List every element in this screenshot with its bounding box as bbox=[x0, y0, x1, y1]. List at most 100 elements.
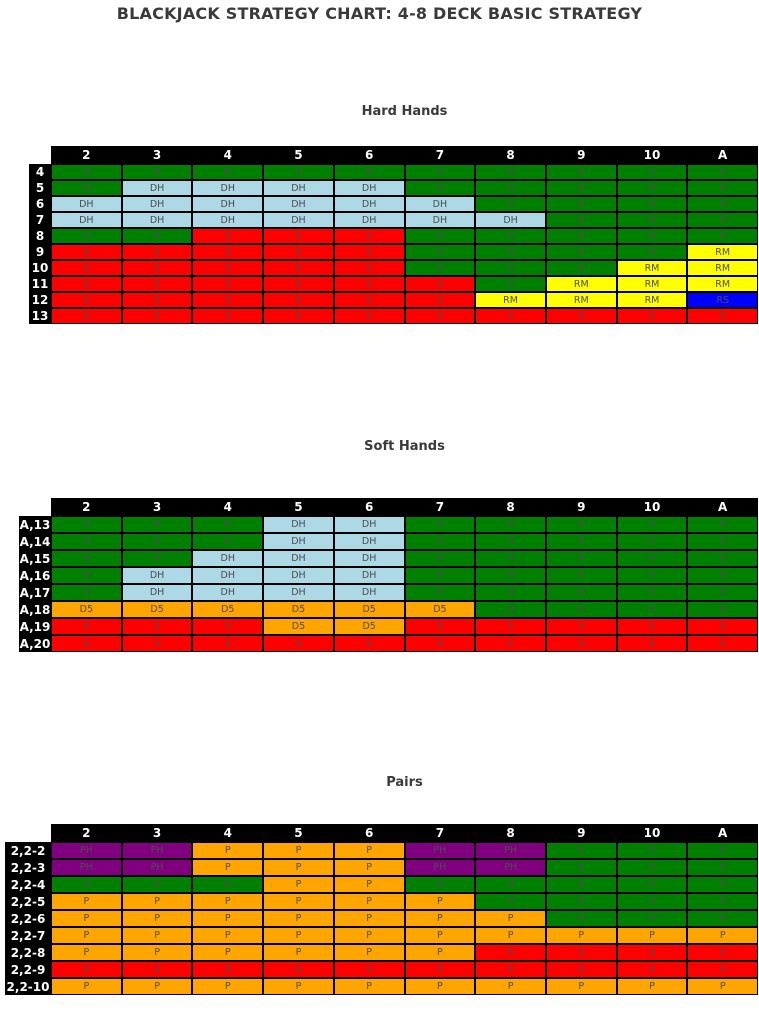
table-row: A,16 H DH DH DH DH H H H H H bbox=[19, 567, 759, 584]
strategy-cell: H bbox=[687, 516, 759, 533]
strategy-cell: H bbox=[545, 567, 617, 584]
strategy-cell: H bbox=[687, 859, 759, 876]
player-hand-label: A,20 bbox=[19, 635, 51, 652]
strategy-cell: H bbox=[545, 260, 617, 276]
strategy-cell: H bbox=[404, 164, 476, 180]
strategy-cell: S bbox=[333, 260, 405, 276]
strategy-cell: H bbox=[616, 584, 688, 601]
strategy-cell: H bbox=[51, 533, 122, 550]
dealer-card-header: 3 bbox=[121, 146, 193, 164]
table-row: 2,2-2 PH PH P P P PH PH H H H bbox=[5, 842, 759, 859]
strategy-cell: S bbox=[263, 292, 334, 308]
strategy-cell: PH bbox=[121, 842, 193, 859]
strategy-cell: H bbox=[545, 859, 617, 876]
strategy-cell: P bbox=[192, 859, 264, 876]
table-corner-spacer bbox=[29, 146, 51, 164]
strategy-cell: P bbox=[404, 944, 476, 961]
strategy-cell: PH bbox=[475, 842, 546, 859]
strategy-cell: P bbox=[333, 859, 405, 876]
table-row: A,17 H DH DH DH DH H H H H H bbox=[19, 584, 759, 601]
strategy-cell: DH bbox=[263, 584, 334, 601]
strategy-cell: S bbox=[121, 260, 193, 276]
strategy-cell: P bbox=[404, 978, 476, 995]
strategy-cell: S bbox=[121, 635, 193, 652]
table-row: 6 DH DH DH DH DH DH H H H H bbox=[29, 196, 759, 212]
strategy-cell: P bbox=[121, 893, 193, 910]
hard-hands-table: 2 3 4 5 6 7 8 9 10 A 4 H H H H H H H H H H 5 H DH DH DH DH H H H H H 6 DH… bbox=[29, 146, 759, 324]
dealer-header-row: 2 3 4 5 6 7 8 9 10 A bbox=[29, 146, 759, 164]
strategy-cell: H bbox=[475, 164, 546, 180]
dealer-card-header: 10 bbox=[616, 824, 688, 842]
strategy-cell: S bbox=[192, 961, 264, 978]
strategy-cell: H bbox=[687, 228, 759, 244]
strategy-cell: H bbox=[475, 260, 546, 276]
strategy-cell: P bbox=[333, 978, 405, 995]
strategy-cell: S bbox=[687, 961, 759, 978]
strategy-cell: DH bbox=[333, 550, 405, 567]
strategy-cell: H bbox=[51, 567, 122, 584]
strategy-cell: H bbox=[121, 533, 193, 550]
strategy-cell: DH bbox=[263, 196, 334, 212]
strategy-cell: H bbox=[475, 893, 546, 910]
strategy-cell: S bbox=[545, 944, 617, 961]
strategy-cell: H bbox=[192, 164, 264, 180]
dealer-card-header: 4 bbox=[192, 824, 264, 842]
strategy-cell: P bbox=[263, 910, 334, 927]
strategy-cell: S bbox=[545, 308, 617, 324]
table-row: 2,2-4 H H H P P H H H H H bbox=[5, 876, 759, 893]
strategy-cell: H bbox=[545, 196, 617, 212]
table-row: 2,2-7 P P P P P P P P P P bbox=[5, 927, 759, 944]
strategy-cell: P bbox=[121, 910, 193, 927]
dealer-card-header: 2 bbox=[51, 498, 122, 516]
strategy-cell: DH bbox=[121, 180, 193, 196]
strategy-cell: S bbox=[51, 618, 122, 635]
strategy-cell: D5 bbox=[263, 601, 334, 618]
strategy-cell: S bbox=[475, 635, 546, 652]
strategy-cell: H bbox=[687, 842, 759, 859]
strategy-cell: S bbox=[333, 228, 405, 244]
strategy-cell: S bbox=[263, 260, 334, 276]
strategy-cell: RM bbox=[616, 292, 688, 308]
section-title-soft-hands: Soft Hands bbox=[364, 439, 445, 454]
strategy-cell: H bbox=[687, 584, 759, 601]
strategy-cell: P bbox=[51, 978, 122, 995]
strategy-cell: DH bbox=[333, 516, 405, 533]
dealer-card-header: 2 bbox=[51, 146, 122, 164]
strategy-cell: S bbox=[404, 635, 476, 652]
strategy-cell: DH bbox=[404, 212, 476, 228]
strategy-cell: S bbox=[121, 618, 193, 635]
strategy-cell: S bbox=[121, 308, 193, 324]
strategy-cell: H bbox=[545, 164, 617, 180]
strategy-cell: DH bbox=[51, 212, 122, 228]
strategy-cell: H bbox=[545, 584, 617, 601]
strategy-cell: H bbox=[687, 910, 759, 927]
strategy-cell: H bbox=[616, 164, 688, 180]
strategy-cell: H bbox=[475, 196, 546, 212]
strategy-cell: PH bbox=[404, 842, 476, 859]
strategy-cell: H bbox=[475, 228, 546, 244]
strategy-cell: H bbox=[687, 212, 759, 228]
dealer-card-header: 7 bbox=[404, 824, 476, 842]
strategy-cell: H bbox=[404, 516, 476, 533]
strategy-cell: PH bbox=[404, 859, 476, 876]
strategy-cell: S bbox=[687, 635, 759, 652]
strategy-cell: DH bbox=[263, 550, 334, 567]
strategy-cell: H bbox=[51, 876, 122, 893]
strategy-cell: D5 bbox=[333, 601, 405, 618]
strategy-cell: H bbox=[121, 228, 193, 244]
strategy-cell: H bbox=[51, 180, 122, 196]
strategy-cell: RM bbox=[545, 276, 617, 292]
table-row: 2,2-6 P P P P P P P H H H bbox=[5, 910, 759, 927]
strategy-cell: RM bbox=[616, 276, 688, 292]
strategy-cell: P bbox=[475, 910, 546, 927]
strategy-cell: H bbox=[51, 516, 122, 533]
section-title-pairs: Pairs bbox=[386, 775, 423, 790]
player-hand-label: 4 bbox=[29, 164, 51, 180]
strategy-cell: H bbox=[687, 180, 759, 196]
strategy-cell: H bbox=[545, 893, 617, 910]
strategy-cell: DH bbox=[263, 533, 334, 550]
table-corner-spacer bbox=[19, 498, 51, 516]
strategy-cell: H bbox=[404, 584, 476, 601]
